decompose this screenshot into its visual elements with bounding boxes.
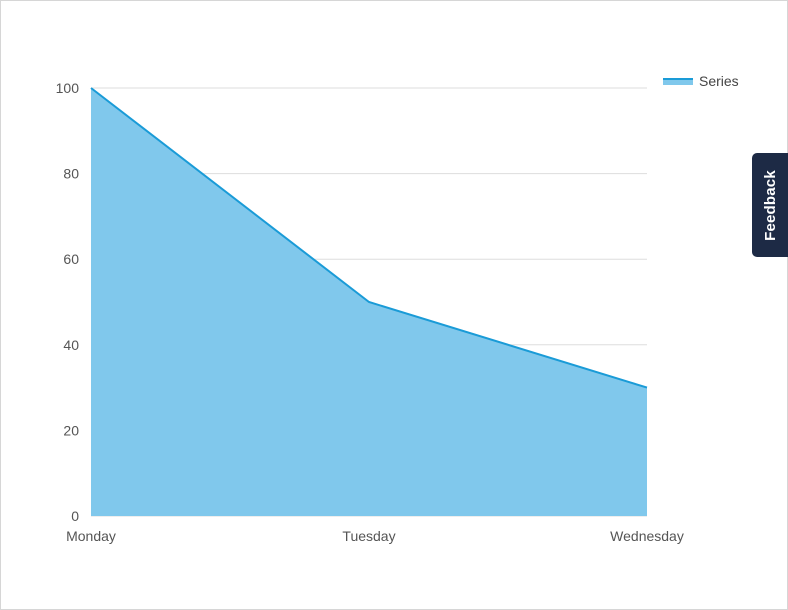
y-tick-label: 80 bbox=[63, 166, 79, 182]
y-tick-label: 100 bbox=[56, 80, 80, 96]
x-tick-label: Monday bbox=[66, 528, 116, 544]
feedback-label: Feedback bbox=[761, 169, 779, 241]
series-line-0 bbox=[90, 87, 648, 389]
y-tick-label: 20 bbox=[63, 422, 79, 438]
y-tick-label: 40 bbox=[63, 337, 79, 353]
legend-swatch bbox=[663, 77, 693, 85]
legend-swatch-fill bbox=[663, 79, 693, 85]
x-tick-label: Wednesday bbox=[610, 528, 684, 544]
x-tick-label: Tuesday bbox=[342, 528, 395, 544]
y-tick-label: 0 bbox=[71, 508, 79, 524]
legend[interactable]: Series bbox=[663, 73, 739, 89]
feedback-button[interactable]: Feedback bbox=[752, 153, 788, 257]
y-tick-label: 60 bbox=[63, 251, 79, 267]
legend-swatch-line bbox=[663, 78, 693, 80]
legend-label: Series bbox=[699, 73, 739, 89]
